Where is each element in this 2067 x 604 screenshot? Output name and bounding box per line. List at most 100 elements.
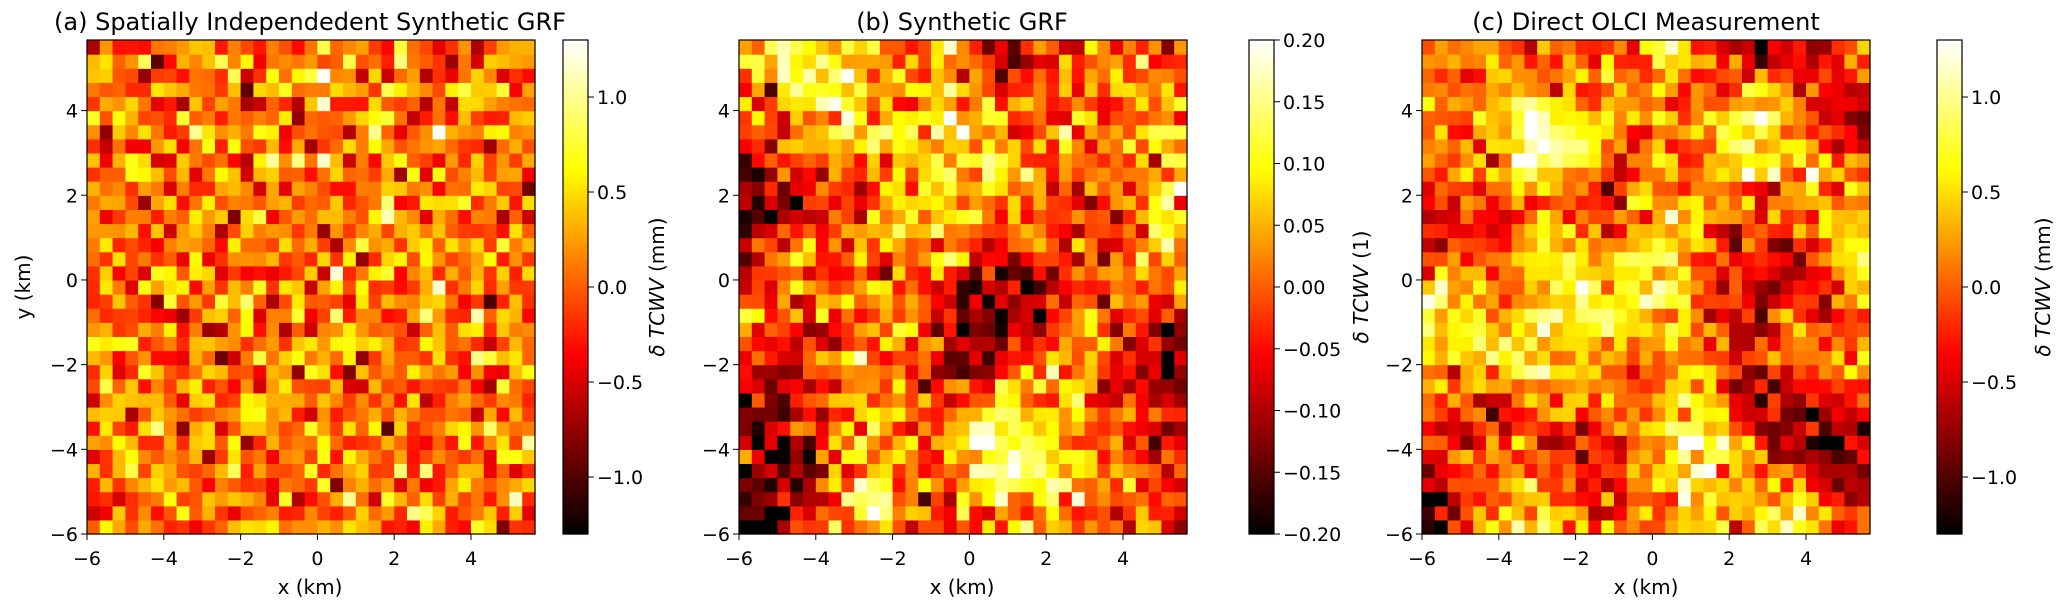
heatmap-cell — [125, 195, 139, 210]
heatmap-cell — [1614, 167, 1628, 182]
heatmap-cell — [1703, 124, 1717, 140]
colorbar-segment — [1937, 435, 1962, 440]
heatmap-cell — [1690, 435, 1705, 450]
heatmap-cell — [815, 209, 830, 225]
heatmap-cell — [1716, 96, 1730, 112]
heatmap-cell — [1742, 477, 1756, 493]
heatmap-cell — [1588, 294, 1602, 309]
heatmap-cell — [151, 237, 165, 253]
heatmap-cell — [1084, 195, 1098, 210]
heatmap-cell — [458, 96, 472, 112]
heatmap-cell — [279, 449, 293, 465]
heatmap-cell — [1601, 421, 1615, 436]
heatmap-cell — [445, 491, 459, 507]
heatmap-cell — [1033, 82, 1047, 98]
heatmap-cell — [815, 392, 830, 408]
heatmap-cell — [1123, 96, 1137, 112]
heatmap-cell — [445, 181, 459, 196]
heatmap-cell — [854, 322, 868, 337]
heatmap-cell — [1844, 68, 1858, 83]
colorbar-segment — [1249, 476, 1274, 482]
colorbar-segment — [563, 40, 588, 45]
heatmap-cell — [956, 124, 970, 140]
heatmap-cell — [343, 237, 357, 253]
heatmap-cell — [1422, 209, 1436, 225]
heatmap-cell — [892, 449, 906, 465]
heatmap-cell — [854, 124, 868, 140]
heatmap-cell — [266, 124, 280, 140]
heatmap-cell — [1780, 491, 1794, 507]
heatmap-cell — [1678, 435, 1692, 450]
heatmap-cell — [215, 223, 229, 239]
heatmap-cell — [1754, 251, 1769, 267]
heatmap-cell — [828, 378, 842, 394]
heatmap-cell — [1020, 237, 1034, 253]
heatmap-cell — [956, 82, 970, 98]
colorbar-segment — [1937, 270, 1962, 276]
heatmap-cell — [1767, 421, 1781, 436]
heatmap-cell — [815, 138, 830, 154]
heatmap-cell — [1123, 251, 1137, 267]
heatmap-cell — [1818, 138, 1833, 154]
heatmap-cell — [87, 279, 101, 295]
heatmap-cell — [969, 82, 983, 98]
colorbar-segment — [1249, 509, 1274, 515]
colorbar-segment — [1249, 525, 1274, 531]
heatmap-cell — [1562, 124, 1577, 140]
heatmap-cell — [483, 378, 498, 394]
heatmap-cell — [1729, 279, 1743, 295]
heatmap-cell — [905, 54, 919, 69]
heatmap-cell — [304, 294, 318, 309]
heatmap-cell — [956, 294, 970, 309]
heatmap-cell — [956, 265, 970, 281]
heatmap-cell — [956, 40, 970, 55]
heatmap-cell — [317, 406, 331, 422]
heatmap-cell — [368, 406, 382, 422]
heatmap-cell — [227, 68, 242, 83]
heatmap-cell — [381, 392, 395, 408]
heatmap-cell — [943, 491, 958, 507]
heatmap-cell — [1498, 251, 1513, 267]
heatmap-cell — [1767, 406, 1781, 422]
heatmap-cell — [1806, 505, 1820, 521]
heatmap-cell — [1665, 82, 1679, 98]
heatmap-cell — [227, 279, 242, 295]
heatmap-cell — [764, 477, 778, 493]
heatmap-cell — [1767, 265, 1781, 281]
heatmap-cell — [1097, 406, 1111, 422]
heatmap-cell — [1588, 350, 1602, 366]
heatmap-cell — [112, 265, 126, 281]
heatmap-cell — [751, 421, 766, 436]
heatmap-cell — [202, 96, 216, 112]
heatmap-cell — [1678, 336, 1692, 352]
heatmap-cell — [867, 406, 881, 422]
heatmap-cell — [828, 124, 842, 140]
heatmap-cell — [1033, 40, 1047, 55]
heatmap-cell — [419, 195, 434, 210]
heatmap-cell — [790, 294, 804, 309]
heatmap-cell — [87, 477, 101, 493]
heatmap-cell — [867, 364, 881, 380]
heatmap-cell — [1857, 167, 1871, 182]
colorbar-segment — [1249, 501, 1274, 506]
heatmap-cell — [343, 152, 357, 168]
heatmap-cell — [918, 294, 932, 309]
heatmap-cell — [1174, 519, 1188, 535]
heatmap-cell — [1703, 350, 1717, 366]
heatmap-cell — [841, 195, 855, 210]
heatmap-cell — [1614, 209, 1628, 225]
heatmap-cell — [1806, 82, 1820, 98]
colorbar-segment — [563, 245, 588, 251]
heatmap-cell — [1729, 195, 1743, 210]
heatmap-cell — [1575, 435, 1589, 450]
heatmap-cell — [419, 406, 434, 422]
heatmap-cell — [879, 40, 894, 55]
heatmap-cell — [1601, 294, 1615, 309]
heatmap-cell — [1614, 265, 1628, 281]
heatmap-cell — [304, 406, 318, 422]
heatmap-cell — [227, 54, 242, 69]
heatmap-cell — [1857, 279, 1871, 295]
heatmap-cell — [1588, 435, 1602, 450]
heatmap-cell — [1071, 421, 1086, 436]
heatmap-cell — [1174, 138, 1188, 154]
